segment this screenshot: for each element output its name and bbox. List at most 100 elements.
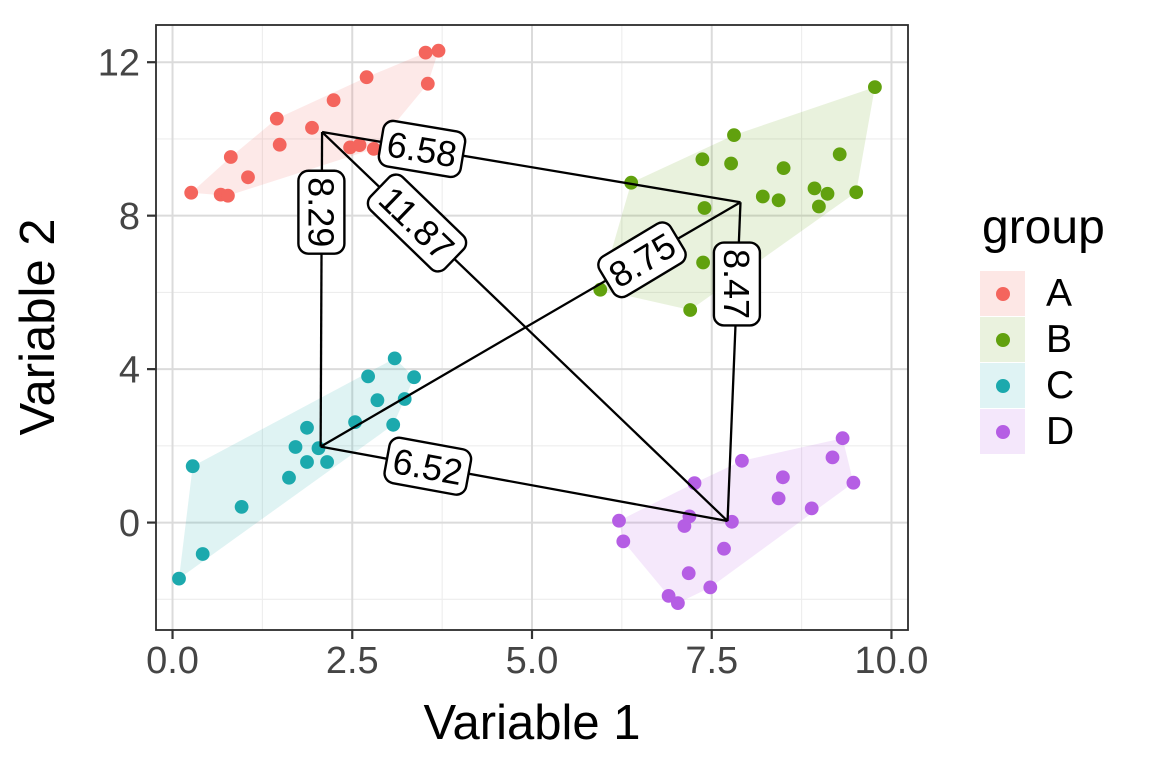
point-B — [696, 255, 710, 270]
point-A — [359, 70, 374, 85]
point-A — [223, 150, 238, 164]
legend-dot-icon — [995, 424, 1010, 439]
point-B — [812, 199, 826, 214]
legend-item-D: D — [980, 409, 1105, 454]
distance-label-C-D: 6.52 — [383, 436, 473, 496]
point-C — [387, 351, 402, 366]
hull-C — [179, 358, 415, 579]
point-B — [697, 201, 712, 215]
point-D — [804, 501, 819, 516]
x-tick-label: 2.5 — [326, 640, 379, 682]
point-D — [612, 513, 626, 528]
major-gridlines — [156, 25, 908, 630]
point-C — [234, 500, 249, 514]
legend-dot-icon — [995, 332, 1010, 347]
point-C — [361, 369, 375, 384]
point-A — [418, 45, 433, 60]
point-B — [724, 156, 738, 171]
legend-key-D — [980, 409, 1025, 454]
point-B — [727, 128, 741, 143]
point-B — [695, 152, 710, 167]
legend-key-B — [980, 317, 1025, 362]
legend-label-D: D — [1046, 409, 1075, 453]
distance-label-box — [383, 436, 473, 496]
y-tick-label: 0 — [119, 503, 140, 545]
distance-label-box — [377, 119, 467, 179]
legend-key-A — [980, 271, 1025, 316]
point-A — [269, 111, 284, 126]
legend-title: group — [982, 201, 1105, 254]
point-B — [755, 189, 770, 204]
point-C — [320, 455, 334, 469]
point-A — [431, 43, 446, 58]
point-B — [771, 193, 786, 208]
point-D — [735, 453, 749, 468]
distance-label-text: 8.47 — [716, 249, 757, 319]
point-D — [825, 450, 840, 465]
point-D — [703, 580, 718, 595]
legend-label-C: C — [1046, 363, 1075, 407]
point-B — [868, 80, 882, 94]
legend-label-A: A — [1046, 271, 1073, 315]
x-axis-title: Variable 1 — [423, 696, 641, 750]
point-C — [370, 393, 385, 408]
y-tick-label: 8 — [119, 196, 140, 238]
point-A — [221, 188, 235, 203]
point-C — [407, 370, 421, 385]
point-A — [184, 185, 199, 200]
legend-key-C — [980, 363, 1025, 408]
point-C — [288, 440, 303, 454]
point-D — [661, 589, 676, 603]
distance-label-A-C: 8.29 — [297, 169, 346, 255]
point-B — [624, 175, 639, 190]
point-D — [846, 475, 861, 490]
point-D — [681, 566, 696, 581]
distance-label-box — [366, 173, 468, 273]
point-C — [282, 470, 296, 485]
x-tick-label: 5.0 — [506, 640, 559, 682]
distance-label-box — [297, 169, 346, 255]
point-B — [820, 186, 835, 201]
distance-label-A-B: 6.58 — [377, 119, 467, 179]
point-A — [366, 142, 381, 156]
point-D — [776, 470, 790, 485]
axes: 0.0 2.5 5.0 7.5 10.0 0 4 8 12 — [98, 43, 929, 682]
point-B — [807, 181, 822, 196]
legend-dot-icon — [995, 378, 1010, 393]
distance-label-text: 8.29 — [300, 177, 341, 247]
point-C — [386, 417, 401, 432]
x-tick-label: 7.5 — [685, 640, 738, 682]
point-B — [683, 303, 698, 317]
legend-item-A: A — [980, 271, 1105, 316]
y-tick-label: 4 — [119, 350, 140, 392]
point-D — [717, 541, 731, 556]
point-C — [172, 571, 186, 586]
y-tick-label: 12 — [98, 43, 140, 85]
point-B — [776, 161, 791, 176]
point-C — [195, 547, 210, 561]
point-D — [616, 534, 631, 549]
point-C — [300, 420, 314, 435]
legend-dot-icon — [995, 286, 1010, 301]
legend-item-C: C — [980, 363, 1105, 408]
distance-label-box — [712, 241, 762, 327]
x-tick-label: 10.0 — [854, 640, 928, 682]
point-A — [305, 120, 319, 135]
legend-item-B: B — [980, 317, 1105, 362]
point-C — [185, 459, 200, 474]
point-A — [272, 137, 287, 152]
point-A — [420, 76, 435, 91]
data-points — [172, 43, 882, 610]
point-D — [771, 491, 786, 506]
distance-label-B-D: 8.47 — [712, 241, 762, 327]
point-D — [671, 596, 685, 610]
y-axis-title: Variable 2 — [11, 218, 65, 436]
x-tick-label: 0.0 — [146, 640, 199, 682]
point-A — [326, 93, 341, 108]
point-D — [682, 509, 697, 524]
point-A — [241, 170, 255, 185]
